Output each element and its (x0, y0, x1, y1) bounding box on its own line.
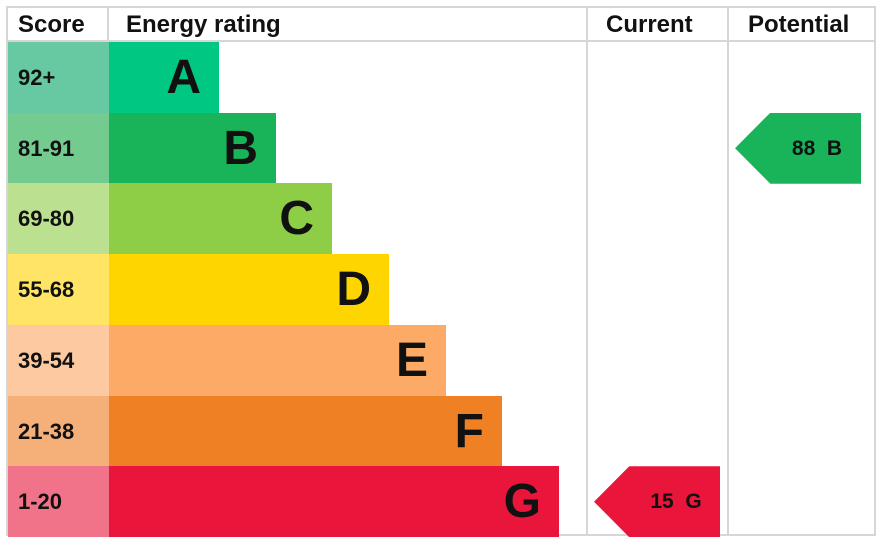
current-rating-arrow: 15 G (594, 466, 720, 538)
score-range-g: 1-20 (8, 466, 109, 538)
header-score: Score (18, 11, 85, 38)
rating-bar-e: E (109, 324, 446, 396)
rating-bar-d: D (109, 254, 389, 326)
rating-bar-c: C (109, 183, 332, 255)
score-range-f: 21-38 (8, 395, 109, 467)
score-range-a: 92+ (8, 42, 109, 113)
rating-bar-f: F (109, 395, 502, 467)
rating-letter: B (223, 121, 258, 175)
score-range-d: 55-68 (8, 254, 109, 326)
header-potential: Potential (748, 11, 850, 38)
score-range-c: 69-80 (8, 183, 109, 255)
header-divider (8, 40, 874, 42)
score-range-e: 39-54 (8, 324, 109, 396)
rating-bar-a: A (109, 42, 219, 113)
energy-rating-chart: Score Energy rating Current Potential 92… (6, 6, 876, 538)
potential-rating-arrow: 88 B (735, 112, 861, 184)
potential-rating-label: 88 B (791, 136, 843, 160)
rating-letter: G (503, 475, 541, 529)
score-range-b: 81-91 (8, 112, 109, 184)
column-divider (586, 8, 588, 534)
column-divider (727, 8, 729, 534)
rating-letter: A (166, 51, 201, 104)
current-rating-label: 15 G (650, 490, 702, 514)
rating-bar-g: G (109, 466, 559, 538)
header-energy-rating: Energy rating (126, 11, 281, 38)
rating-letter: D (336, 263, 371, 317)
rating-letter: E (395, 333, 428, 387)
rating-letter: F (454, 404, 484, 458)
rating-letter: C (279, 192, 314, 246)
rating-bar-b: B (109, 112, 276, 184)
header-current: Current (606, 11, 693, 38)
column-divider (107, 8, 109, 42)
